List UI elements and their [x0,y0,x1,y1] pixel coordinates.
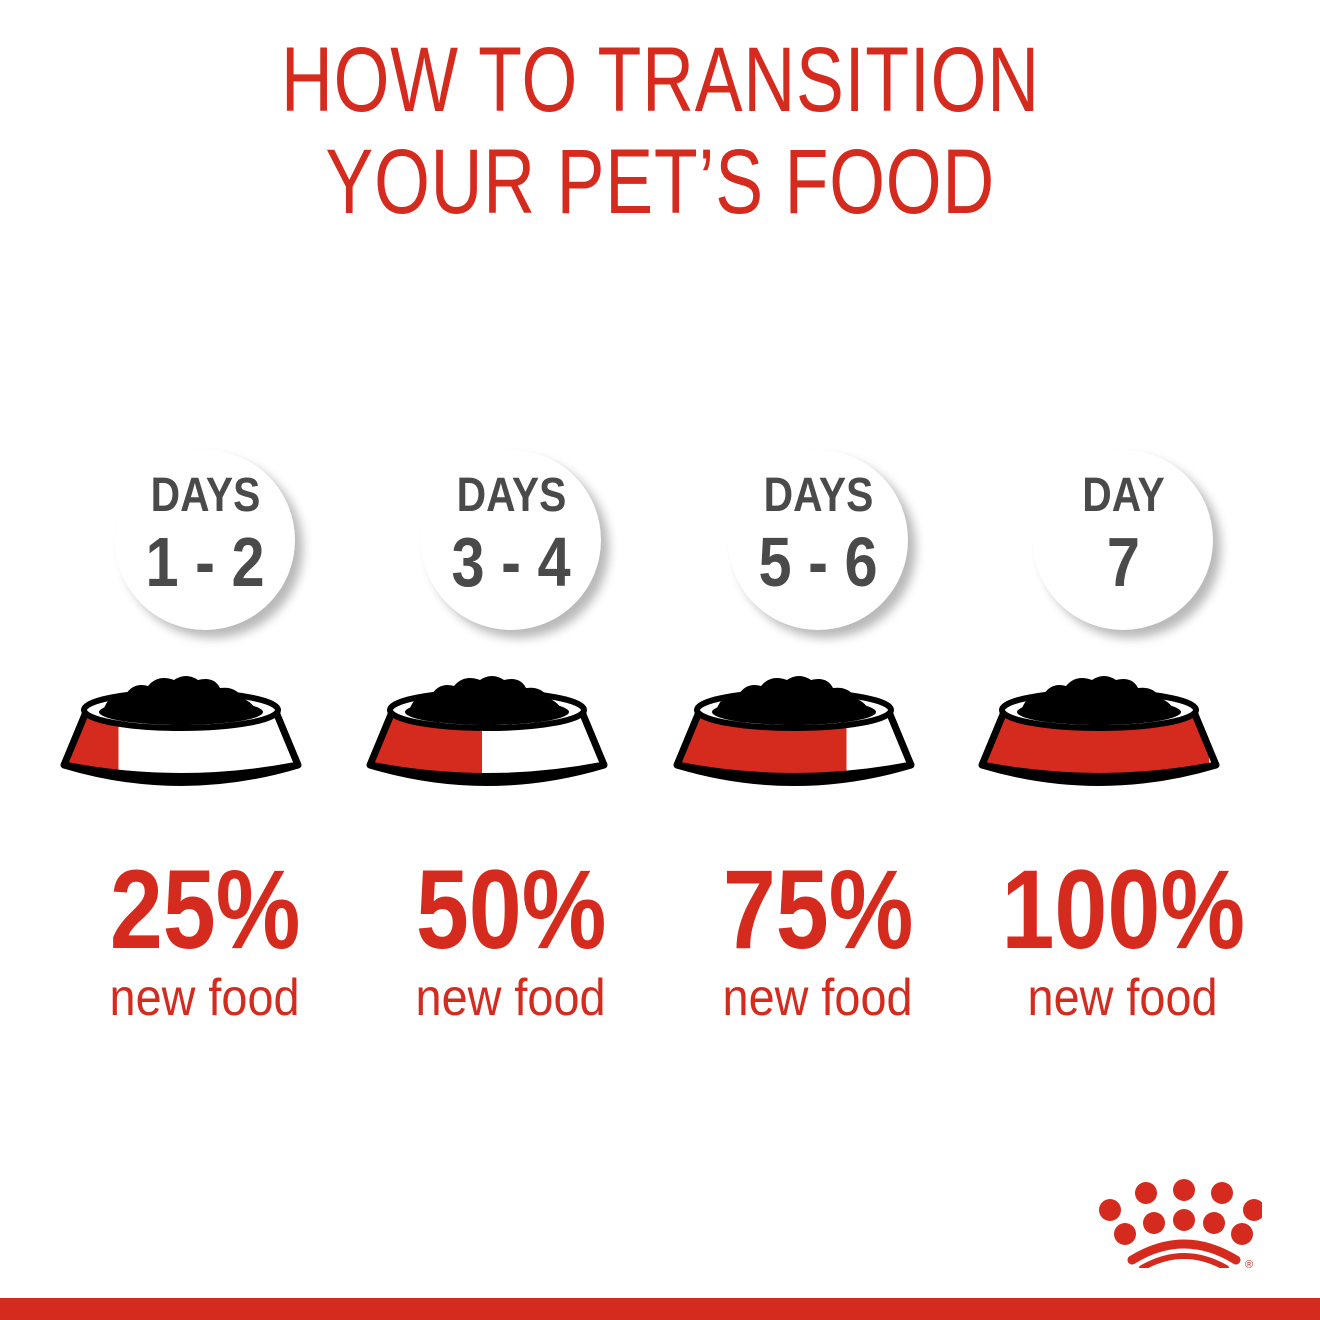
caption: new food [110,969,300,1027]
crown-logo-icon: ® [1099,1179,1262,1268]
day-range: 3 - 4 [451,523,571,601]
caption: new food [723,969,913,1027]
transition-step: DAY 7 100% new food [978,440,1296,1040]
title-line-2: YOUR PET’S FOOD [325,131,995,233]
day-circle [1033,450,1213,630]
day-label: DAYS [456,469,566,522]
caption: new food [1028,969,1218,1027]
percent-new-food: 50% [415,847,607,972]
day-circle [115,450,295,630]
day-label: DAYS [763,469,873,522]
day-range: 7 [1106,523,1140,601]
footer-bar [0,1298,1320,1320]
title-line-1: HOW TO TRANSITION [280,29,1040,131]
day-range: 1 - 2 [145,523,265,601]
svg-text:®: ® [1245,1259,1253,1268]
day-range: 5 - 6 [758,523,878,601]
food-bowl-icon [60,676,302,786]
percent-new-food: 75% [722,847,914,972]
food-bowl-icon [366,676,608,786]
food-bowl-icon [673,676,915,786]
caption: new food [416,969,606,1027]
day-label: DAYS [150,469,260,522]
transition-step: DAYS 3 - 4 50% new food [366,440,684,1040]
percent-new-food: 100% [1001,847,1245,972]
food-bowl-icon [978,676,1220,786]
percent-new-food: 25% [109,847,301,972]
transition-step: DAYS 1 - 2 25% new food [60,440,378,1040]
day-circle [421,450,601,630]
day-circle [728,450,908,630]
transition-step: DAYS 5 - 6 75% new food [673,440,991,1040]
day-label: DAY [1081,469,1165,522]
